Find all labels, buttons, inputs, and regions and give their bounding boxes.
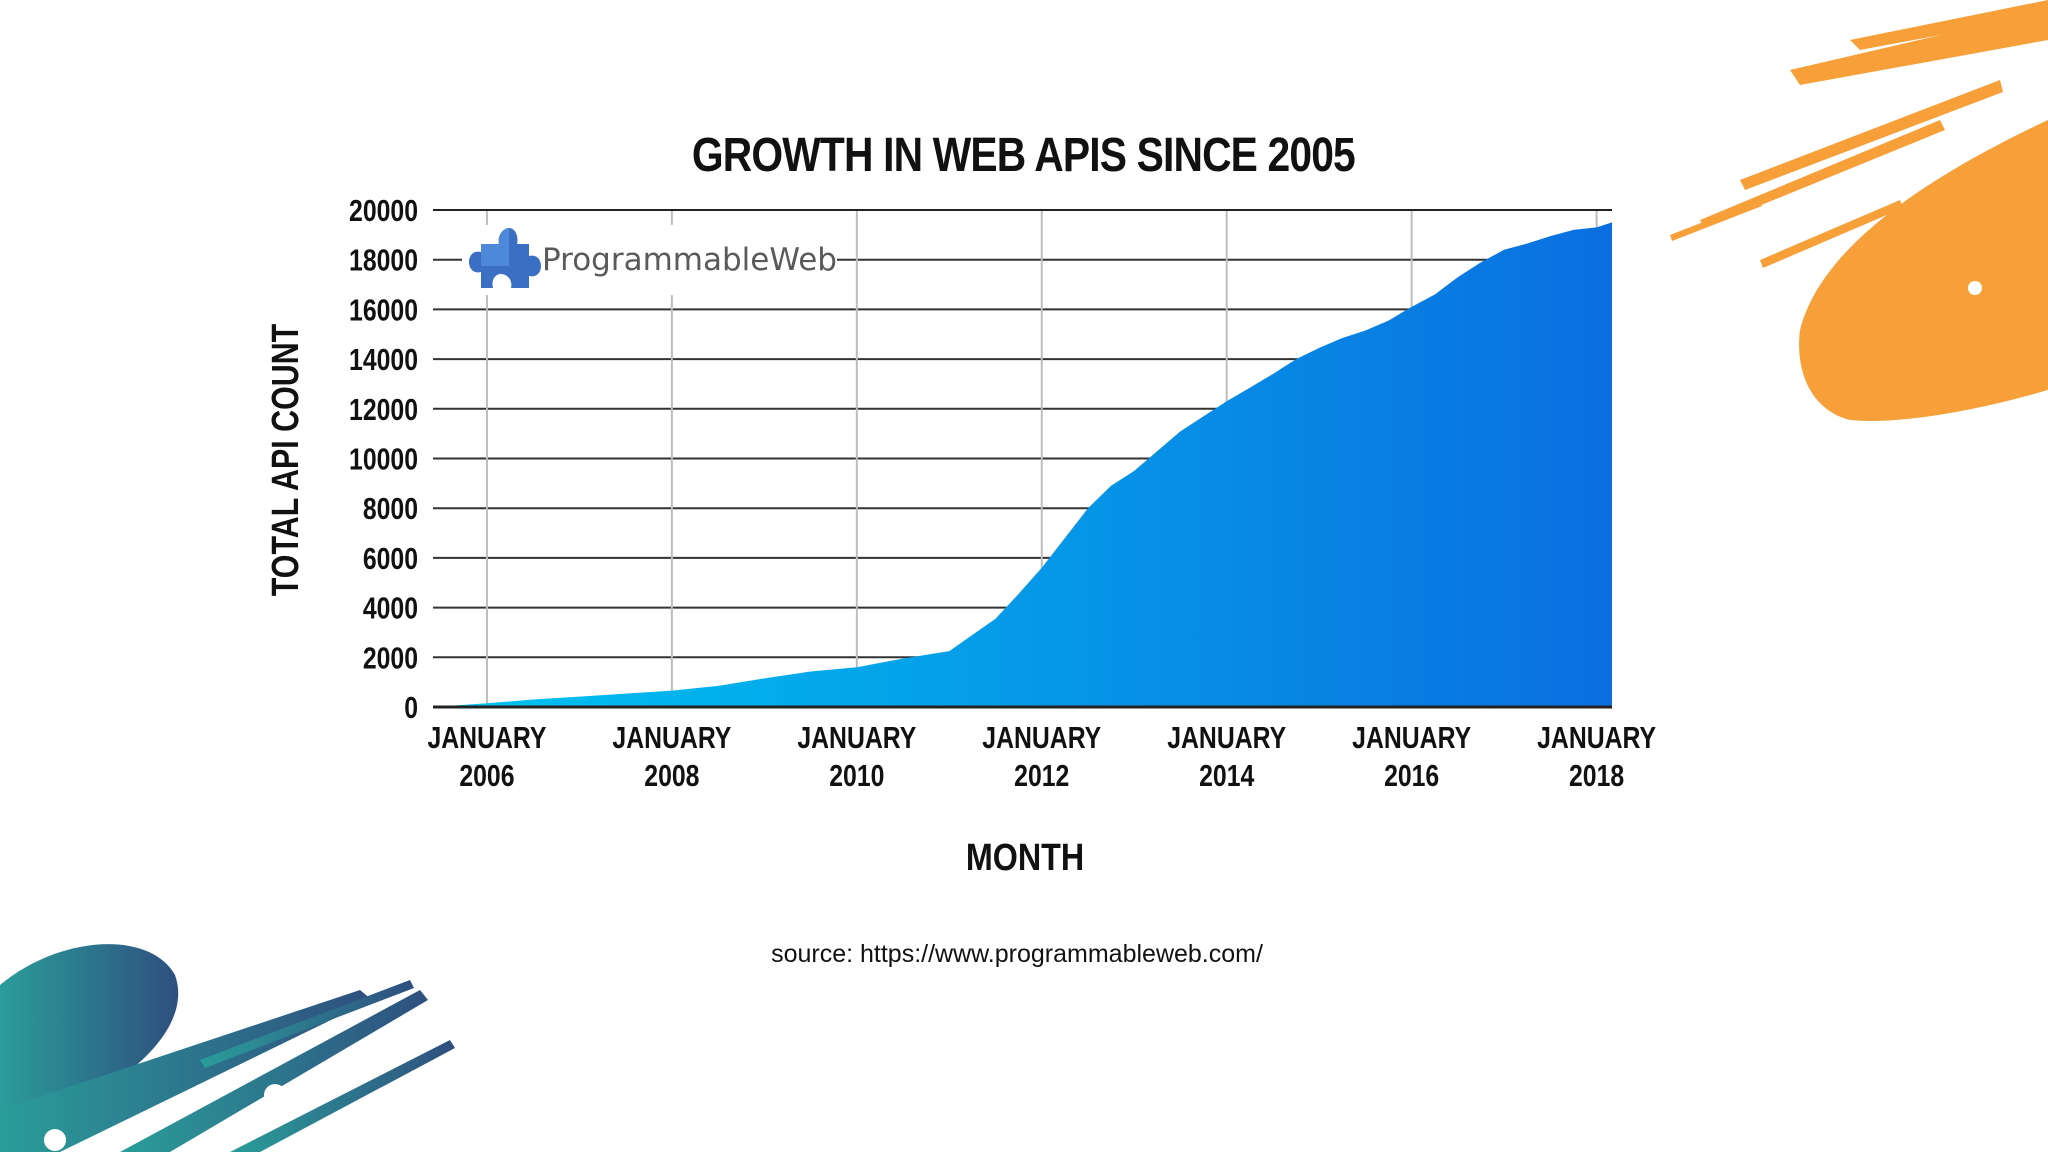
chart-title: GROWTH IN WEB APIS SINCE 2005 [691,129,1356,182]
y-tick-label: 16000 [349,293,418,327]
y-tick-label: 18000 [349,243,418,277]
y-tick-label: 20000 [349,193,418,227]
y-axis-title: TOTAL API COUNT [265,324,307,596]
source-citation: source: https://www.programmableweb.com/ [771,940,1263,968]
x-tick-label: JANUARY [1537,720,1656,754]
puzzle-piece-icon [469,228,541,288]
logo-text: ProgrammableWeb [542,242,837,278]
x-tick-labels: JANUARY 2006 JANUARY 2008 JANUARY 2010 JANUARY… [427,720,1656,792]
x-tick-label: JANUARY [1167,720,1286,754]
x-axis-title: MONTH [966,837,1084,879]
y-tick-label: 8000 [363,492,418,526]
x-tick-label: 2014 [1199,758,1254,792]
y-tick-labels: 0 2000 4000 6000 8000 10000 12000 14000 16000 180… [349,193,418,724]
x-tick-label: 2006 [459,758,514,792]
x-tick-label: 2010 [829,758,884,792]
y-tick-label: 10000 [349,442,418,476]
orange-brush-stroke [1670,0,2048,421]
teal-brush-stroke [0,944,455,1152]
programmableweb-logo: ProgrammableWeb [462,225,837,295]
y-tick-label: 4000 [363,591,418,625]
x-tick-label: 2016 [1384,758,1439,792]
api-count-area [433,222,1612,707]
x-tick-label: JANUARY [427,720,546,754]
y-tick-label: 6000 [363,541,418,575]
y-tick-label: 2000 [363,641,418,675]
x-tick-label: JANUARY [1352,720,1471,754]
x-tick-label: JANUARY [612,720,731,754]
x-tick-label: 2012 [1014,758,1069,792]
y-tick-label: 0 [404,690,418,724]
x-tick-label: JANUARY [982,720,1101,754]
x-tick-label: 2018 [1569,758,1624,792]
x-tick-label: JANUARY [797,720,916,754]
axes [433,209,1612,709]
y-tick-label: 14000 [349,342,418,376]
x-tick-label: 2008 [644,758,699,792]
y-tick-label: 12000 [349,392,418,426]
